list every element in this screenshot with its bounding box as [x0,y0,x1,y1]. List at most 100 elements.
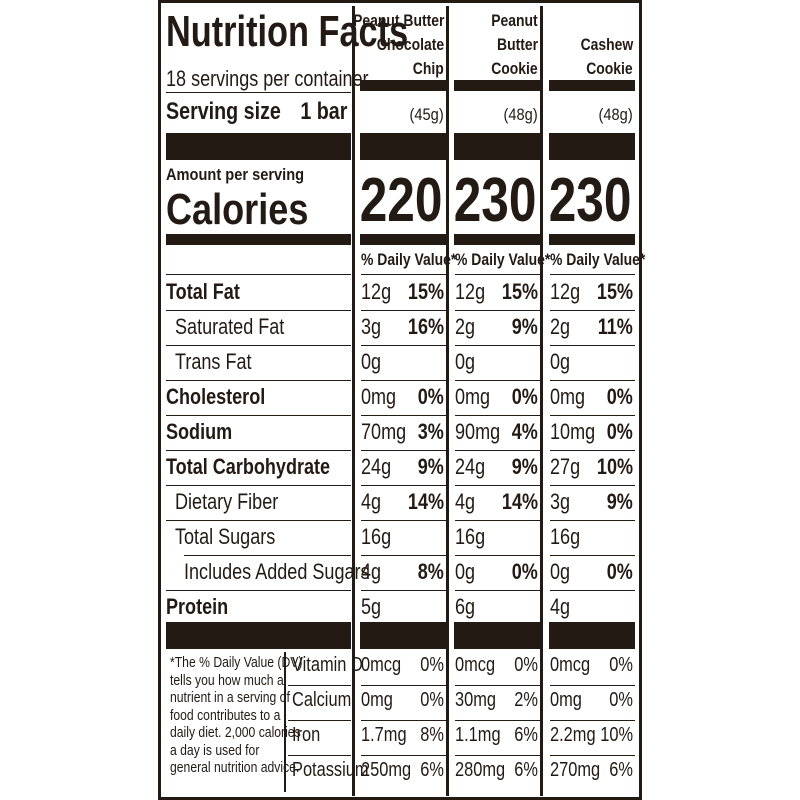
nutrient-percent: 8% [417,559,444,584]
hairline-rule [361,345,446,346]
thick-bar [360,622,446,649]
hairline-rule [550,450,635,451]
nutrient-percent: 9% [511,454,538,479]
nutrient-amount: 0mg [550,384,586,409]
vitamin-percent: 0% [609,689,633,711]
column-name: Cookie [491,59,538,78]
hairline-rule [166,485,351,486]
vitamin-label: Calcium [292,689,352,711]
vitamin-amount: 0mg [550,689,582,711]
nutrient-amount: 4g [361,559,382,584]
nutrient-label: Total Sugars [175,524,276,549]
nutrient-percent: 9% [606,489,633,514]
hairline-rule [550,720,635,721]
calories-value: 220 [359,166,442,235]
hairline-rule [550,590,635,591]
nutrient-amount: 90mg [455,419,501,444]
serving-size-label: Serving size [166,98,281,125]
thick-bar [166,622,351,649]
hairline-rule [166,310,351,311]
vitamin-amount: 250mg [361,759,412,781]
title: Nutrition Facts [166,7,409,56]
vitamin-percent: 10% [600,724,633,746]
nutrient-amount: 2g [455,314,476,339]
footnote-line: food contributes to a [170,707,281,724]
vitamin-percent: 2% [514,689,538,711]
column-name: Peanut [491,11,538,30]
nutrient-amount: 4g [455,489,476,514]
nutrient-label: Saturated Fat [175,314,285,339]
column-divider [446,6,449,796]
column-divider [540,6,543,796]
hairline-rule [455,310,540,311]
nutrient-amount: 12g [550,279,581,304]
nutrient-amount: 0g [455,349,476,374]
medium-bar [549,234,635,245]
vitamin-amount: 2.2mg [550,724,596,746]
thick-bar [454,622,540,649]
medium-bar [360,234,446,245]
thick-bar [454,133,540,160]
vitamin-percent: 6% [420,759,444,781]
nutrient-amount: 6g [455,594,476,619]
nutrient-label: Includes Added Sugars [184,559,370,584]
hairline-rule [455,685,540,686]
hairline-rule [550,380,635,381]
hairline-rule [550,485,635,486]
nutrient-amount: 0g [455,559,476,584]
vitamin-percent: 8% [420,724,444,746]
thick-bar [549,133,635,160]
hairline-rule [455,555,540,556]
hairline-rule [166,274,351,275]
nutrient-percent: 9% [511,314,538,339]
nutrient-amount: 10mg [550,419,596,444]
hairline-rule [361,450,446,451]
calories-value: 230 [453,166,536,235]
hairline-rule [455,520,540,521]
hairline-rule [455,274,540,275]
nutrient-amount: 24g [455,454,486,479]
daily-value-header: % Daily Value* [455,250,551,269]
hairline-rule [361,685,446,686]
footnote-line: *The % Daily Value (DV) [170,655,303,671]
column-header-bar [454,80,540,91]
nutrient-amount: 4g [361,489,382,514]
nutrient-amount: 16g [361,524,392,549]
thick-bar [549,622,635,649]
nutrient-amount: 0g [361,349,382,374]
nutrient-amount: 70mg [361,419,407,444]
medium-bar [166,234,351,245]
hairline-rule [361,555,446,556]
vitamin-percent: 0% [609,654,633,676]
serving-weight: (45g) [409,105,444,124]
hairline-rule [166,380,351,381]
footnote-line: general nutrition advice. [170,760,300,776]
column-header-bar [549,80,635,91]
serving-size-value: 1 bar [299,98,347,125]
footnote-line: nutrient in a serving of [170,690,290,706]
vitamin-label: Potassium [292,759,369,781]
nutrient-percent: 0% [511,384,538,409]
nutrient-percent: 0% [606,419,633,444]
hairline-rule [288,755,351,756]
hairline-rule [361,720,446,721]
nutrient-label: Protein [166,594,229,619]
nutrient-label: Sodium [166,419,233,444]
hairline-rule [361,590,446,591]
servings-per-container: 18 servings per container [166,66,369,91]
column-name: Chocolate [376,35,444,54]
nutrient-label: Dietary Fiber [175,489,279,514]
nutrient-label: Total Carbohydrate [166,454,331,479]
hairline-rule [166,450,351,451]
column-name: Butter [496,35,538,54]
nutrient-percent: 15% [407,279,444,304]
hairline-rule [361,310,446,311]
hairline-rule [361,274,446,275]
nutrient-amount: 5g [361,594,382,619]
nutrient-percent: 4% [511,419,538,444]
nutrient-percent: 0% [606,559,633,584]
amount-per-serving: Amount per serving [166,165,305,184]
hairline-rule [455,380,540,381]
vitamin-amount: 0mcg [455,654,496,676]
hairline-rule [550,310,635,311]
